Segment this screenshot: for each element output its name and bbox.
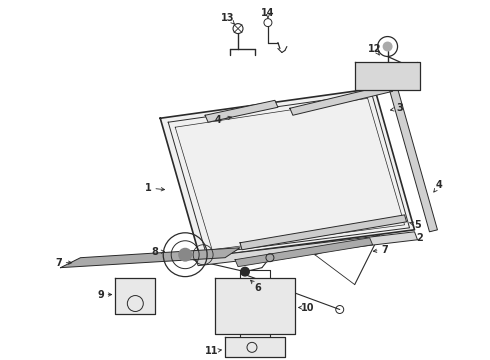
Text: 14: 14 (261, 8, 275, 18)
Text: 1: 1 (145, 183, 151, 193)
Text: 3: 3 (396, 103, 403, 113)
Text: 8: 8 (152, 247, 159, 257)
Polygon shape (355, 62, 419, 90)
Polygon shape (195, 232, 417, 266)
Polygon shape (160, 88, 415, 258)
Text: 11: 11 (205, 346, 219, 356)
Text: 6: 6 (255, 283, 261, 293)
Polygon shape (390, 88, 438, 232)
Polygon shape (115, 278, 155, 315)
Polygon shape (240, 215, 407, 250)
Polygon shape (61, 248, 240, 268)
Text: 4: 4 (436, 180, 443, 190)
Polygon shape (235, 238, 372, 267)
Text: 7: 7 (55, 258, 62, 268)
Polygon shape (215, 278, 295, 334)
Text: 10: 10 (301, 302, 315, 312)
Text: 13: 13 (221, 13, 235, 23)
Circle shape (383, 41, 392, 51)
Polygon shape (205, 100, 278, 122)
Circle shape (178, 248, 192, 262)
Text: 9: 9 (97, 289, 104, 300)
Text: 2: 2 (416, 233, 423, 243)
Circle shape (240, 267, 250, 276)
Text: 12: 12 (368, 44, 381, 54)
Polygon shape (225, 337, 285, 357)
Text: 4: 4 (215, 115, 221, 125)
Text: 5: 5 (414, 220, 421, 230)
Polygon shape (290, 84, 392, 115)
Text: 7: 7 (381, 245, 388, 255)
